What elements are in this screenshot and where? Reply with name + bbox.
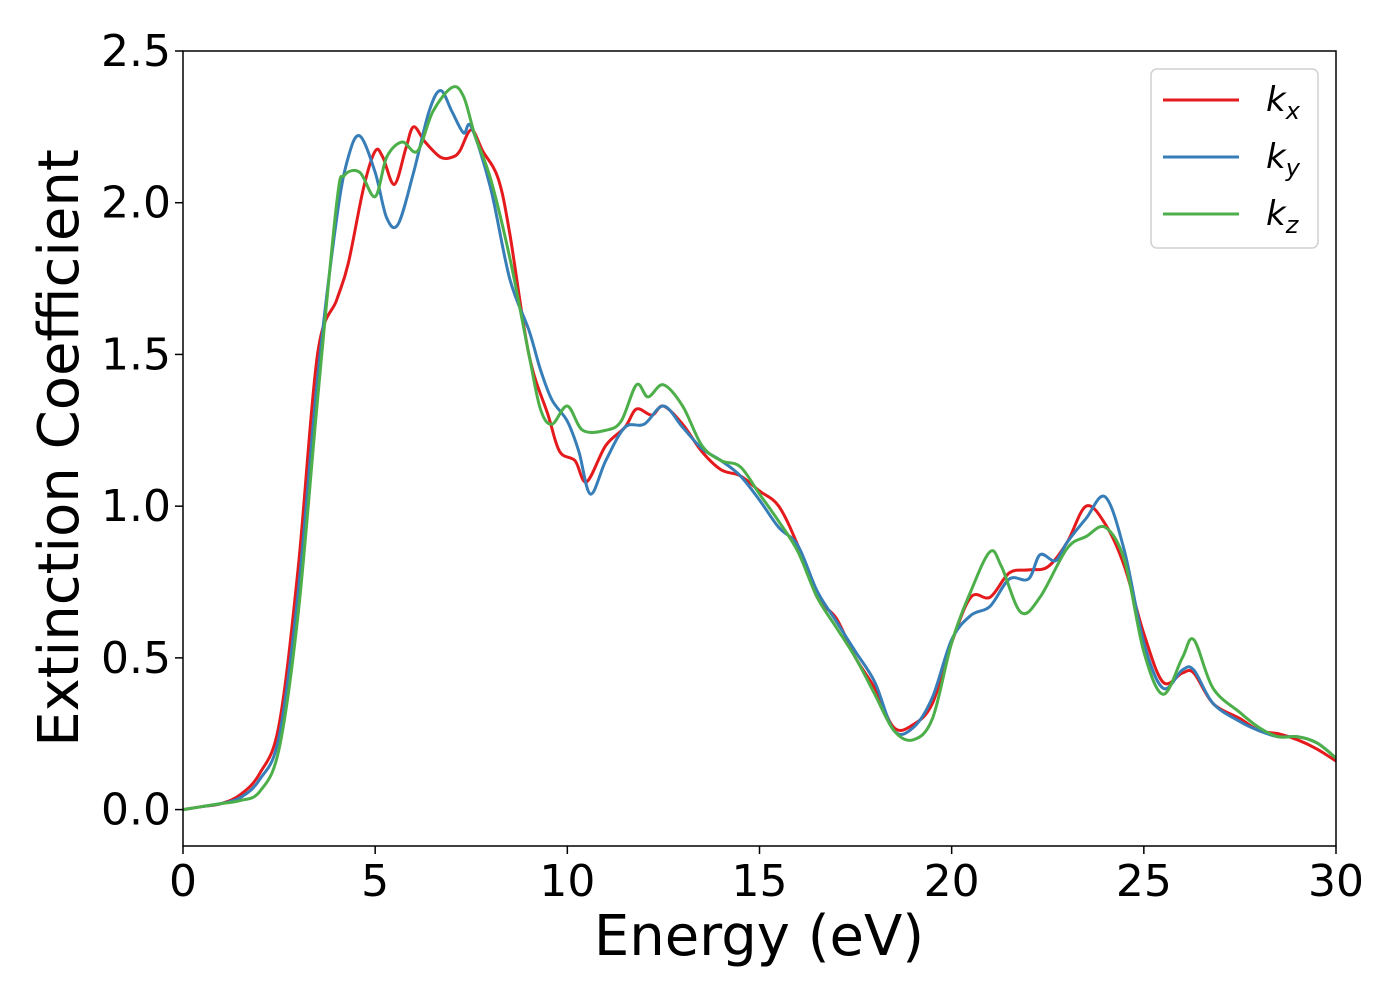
x-tick-label: 30 <box>1308 856 1364 907</box>
legend: kx ky kz <box>1150 68 1319 249</box>
x-tick-label: 10 <box>539 856 595 907</box>
legend-label-z: kz <box>1266 194 1300 239</box>
axes: 0 5 10 15 20 25 30 0.0 0.5 1.0 1.5 2.0 2.5 <box>101 26 1364 907</box>
x-tick-label: 20 <box>924 856 980 907</box>
x-axis-label: Energy (eV) <box>594 904 924 969</box>
series-line-y <box>183 88 1336 812</box>
y-tick-label: 0.5 <box>101 633 171 684</box>
x-tick-label: 0 <box>169 856 197 907</box>
legend-label-x: kx <box>1266 80 1301 125</box>
legend-label-y: ky <box>1266 137 1301 182</box>
y-axis-label: Extinction Coefficient <box>27 149 92 747</box>
x-tick-label: 15 <box>732 856 788 907</box>
y-tick-label: 2.5 <box>101 26 171 77</box>
y-tick-label: 2.0 <box>101 178 171 229</box>
plot-area <box>183 85 1336 812</box>
series-lines <box>183 85 1336 812</box>
y-tick-label: 0.0 <box>101 785 171 836</box>
series-line-z <box>183 85 1336 812</box>
x-tick-label: 25 <box>1116 856 1172 907</box>
y-tick-label: 1.5 <box>101 329 171 380</box>
y-tick-label: 1.0 <box>101 481 171 532</box>
x-tick-label: 5 <box>361 856 389 907</box>
